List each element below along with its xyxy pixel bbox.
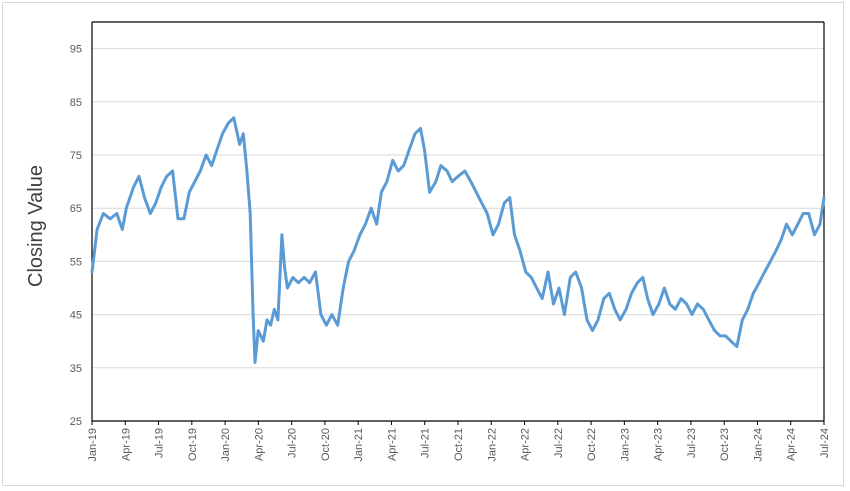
x-tick-label: Apr-21 [386, 428, 398, 461]
plot-area [90, 21, 826, 422]
x-tick-label: Oct-21 [453, 428, 465, 461]
x-tick-label: Jul-23 [686, 428, 698, 458]
y-axis-label: Closing Value [25, 165, 47, 287]
y-tick-label: 35 [70, 363, 82, 375]
gridlines [92, 48, 824, 369]
y-tick-label: 25 [70, 416, 82, 428]
x-tick-label: Jul-24 [819, 428, 831, 458]
x-tick-label: Apr-23 [653, 428, 665, 461]
x-tick-label: Jan-23 [619, 428, 631, 462]
x-tick-label: Jan-19 [87, 428, 99, 462]
y-tick-label: 75 [70, 150, 82, 162]
x-tick-label: Jul-21 [420, 428, 432, 458]
x-tick-label: Oct-19 [187, 428, 199, 461]
y-tick-label: 65 [70, 203, 82, 215]
series-line [90, 116, 826, 364]
x-tick-label: Jul-19 [154, 428, 166, 458]
x-axis-ticks: Jan-19 Apr-19 Jul-19 Oct-19 Jan-20 Apr-20 Jul-… [87, 421, 831, 462]
x-tick-label: Jan-22 [486, 428, 498, 462]
y-tick-label: 45 [70, 310, 82, 322]
x-tick-label: Apr-22 [520, 428, 532, 461]
x-tick-label: Oct-20 [320, 428, 332, 461]
y-tick-label: 95 [70, 44, 82, 56]
y-tick-label: 55 [70, 256, 82, 268]
x-tick-label: Apr-19 [120, 428, 132, 461]
x-tick-label: Oct-23 [719, 428, 731, 461]
chart-frame [2, 2, 844, 486]
y-tick-label: 85 [70, 97, 82, 109]
x-tick-label: Jan-21 [353, 428, 365, 462]
x-tick-label: Jan-24 [752, 428, 764, 462]
x-tick-label: Apr-20 [253, 428, 265, 461]
x-tick-label: Jan-20 [220, 428, 232, 462]
y-axis-ticks: 25 35 45 55 65 75 85 95 [70, 44, 82, 428]
x-tick-label: Apr-24 [786, 428, 798, 461]
x-tick-label: Jul-20 [287, 428, 299, 458]
x-tick-label: Jul-22 [553, 428, 565, 458]
x-tick-label: Oct-22 [586, 428, 598, 461]
